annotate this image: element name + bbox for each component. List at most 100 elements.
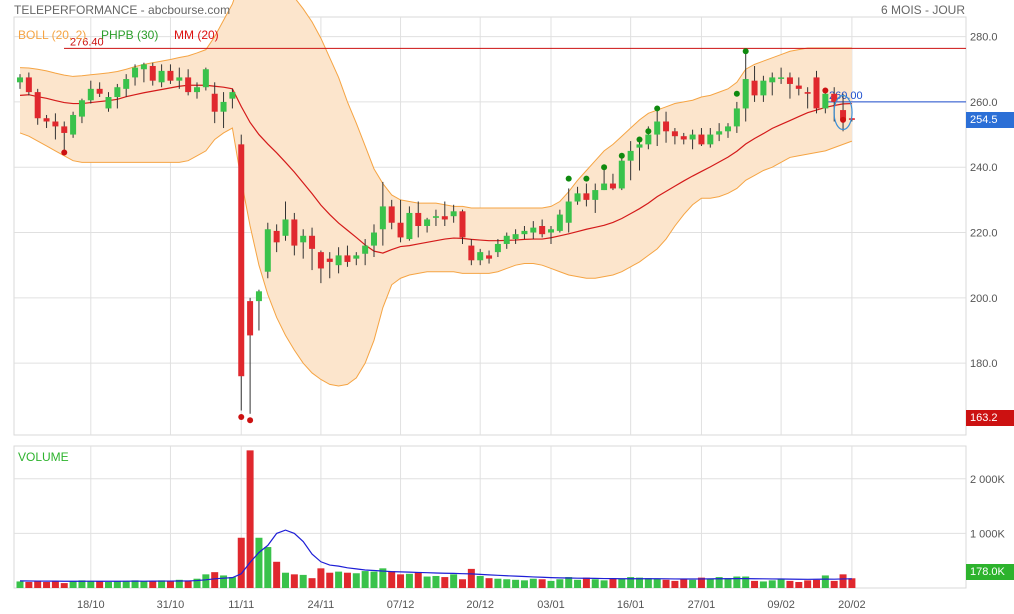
volume-bar	[574, 579, 582, 588]
candle-body	[769, 77, 776, 83]
x-tick-label: 20/02	[838, 599, 866, 611]
volume-bar	[662, 579, 670, 588]
candle-body	[680, 136, 687, 140]
volume-bar	[795, 581, 803, 588]
phpb-signal-dot	[238, 414, 245, 421]
volume-bar	[228, 577, 236, 588]
candle-body	[291, 219, 298, 246]
x-tick-label: 18/10	[77, 599, 105, 611]
candle-body	[220, 101, 227, 112]
volume-bar	[193, 578, 201, 588]
candle-body	[574, 193, 581, 202]
phpb-signal-dot	[601, 164, 608, 171]
volume-bar	[627, 577, 635, 588]
x-tick-label: 24/11	[308, 599, 335, 611]
volume-bar	[220, 575, 228, 588]
phpb-signal-dot	[565, 175, 572, 182]
volume-bar	[96, 581, 104, 588]
volume-bar	[423, 576, 431, 588]
candle-body	[627, 150, 634, 161]
candle-body	[716, 131, 723, 135]
candle-body	[132, 67, 139, 78]
legend-bollinger[interactable]: BOLL (20, 2)	[18, 28, 87, 42]
candle-body	[778, 77, 785, 79]
candle-body	[105, 97, 112, 109]
volume-bar	[830, 580, 838, 588]
candle-body	[512, 234, 519, 240]
candle-body	[114, 87, 121, 98]
candle-body	[202, 69, 209, 88]
volume-bar	[706, 578, 714, 588]
candle-body	[760, 80, 767, 96]
candle-body	[494, 243, 501, 253]
volume-bar	[405, 573, 413, 588]
x-tick-label: 20/12	[466, 599, 494, 611]
x-tick-label: 27/01	[688, 599, 716, 611]
candle-body	[309, 235, 316, 249]
legend-moving-average[interactable]: MM (20)	[174, 28, 219, 42]
candle-body	[592, 190, 599, 200]
volume-bar	[582, 577, 590, 588]
x-tick-label: 07/12	[387, 599, 415, 611]
candle-body	[167, 70, 174, 81]
period-selector[interactable]: 6 MOIS - JOUR	[880, 3, 965, 17]
candle-body	[61, 126, 68, 133]
volume-bar	[485, 578, 493, 588]
candle-body	[353, 255, 360, 259]
candle-body	[609, 183, 616, 189]
phpb-signal-dot	[618, 152, 625, 159]
candle-body	[450, 211, 457, 217]
volume-bar	[644, 578, 652, 588]
candle-body	[43, 118, 50, 122]
candle-body	[247, 301, 254, 336]
legend-phpb[interactable]: PHPB (30)	[101, 28, 159, 42]
volume-bar	[379, 568, 387, 588]
volume-bar	[467, 568, 475, 588]
candle-body	[477, 252, 484, 261]
candle-body	[459, 211, 466, 238]
candle-body	[804, 92, 811, 94]
candle-body	[264, 229, 271, 272]
candle-body	[671, 131, 678, 137]
bollinger-lower-line	[19, 127, 853, 387]
price-tick-label: 200.0	[970, 293, 998, 305]
candle-body	[140, 64, 147, 70]
volume-bar	[370, 571, 378, 588]
candle-body	[654, 121, 661, 135]
volume-bar	[343, 572, 351, 588]
price-tick-label: 240.0	[970, 162, 998, 174]
phpb-signal-dot	[61, 149, 68, 156]
phpb-signal-dot	[247, 417, 254, 424]
volume-bar	[821, 575, 829, 588]
volume-bar	[34, 580, 42, 588]
candle-body	[176, 77, 183, 81]
volume-bar	[113, 581, 121, 588]
volume-bar	[414, 572, 422, 588]
candle-body	[468, 245, 475, 261]
volume-bar	[264, 547, 272, 588]
candle-body	[786, 77, 793, 84]
candle-body	[432, 216, 439, 218]
candle-body	[601, 183, 608, 191]
volume-bar	[51, 581, 59, 588]
phpb-signal-dot	[733, 90, 740, 97]
candle-body	[707, 134, 714, 145]
volume-bar	[724, 578, 732, 588]
volume-bar	[273, 561, 281, 588]
x-tick-label: 03/01	[537, 599, 565, 611]
candle-body	[583, 193, 590, 200]
candle-body	[486, 255, 493, 259]
phpb-signal-dot	[645, 128, 652, 135]
volume-bar	[87, 580, 95, 588]
candle-body	[96, 88, 103, 94]
phpb-signal-dot	[742, 48, 749, 55]
x-tick-label: 31/10	[157, 599, 185, 611]
volume-bar	[317, 568, 325, 588]
volume-bar	[450, 574, 458, 588]
candle-body	[503, 235, 510, 244]
volume-bar	[697, 577, 705, 588]
volume-bar	[742, 576, 750, 588]
volume-bar	[609, 578, 617, 588]
volume-bar	[25, 581, 33, 588]
